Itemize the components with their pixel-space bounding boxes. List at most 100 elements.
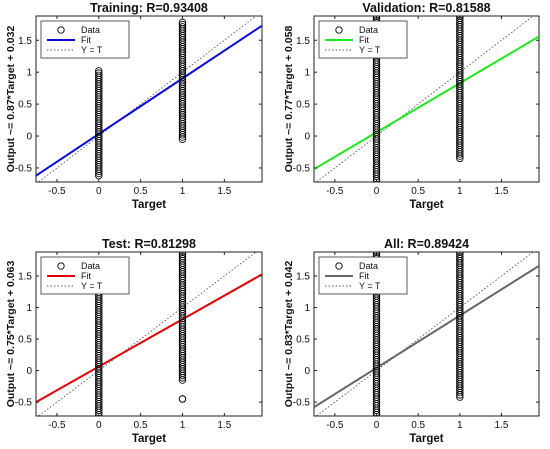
plot-content [36, 16, 262, 182]
legend-marker-data [335, 26, 343, 34]
legend-label: Data [81, 25, 100, 35]
x-tick-label: -0.5 [326, 186, 344, 197]
fit-line [36, 273, 262, 403]
chart-title: Test: R=0.81298 [102, 237, 196, 251]
y-tick-label: 0 [26, 366, 32, 377]
data-marker [456, 154, 464, 163]
x-tick-label: 1 [180, 186, 186, 197]
y-axis-label: Output ~= 0.77*Target + 0.058 [283, 26, 295, 173]
legend-label: Data [359, 261, 378, 271]
legend-label: Y = T [359, 281, 381, 291]
legend-label: Fit [359, 271, 369, 281]
x-axis-label: Target [132, 199, 166, 211]
x-tick-label: 1.5 [217, 420, 231, 431]
data-marker [178, 376, 187, 384]
fit-line [314, 264, 539, 409]
y-axis-label: Output ~= 0.83*Target + 0.042 [283, 261, 295, 408]
data-marker [456, 152, 464, 160]
x-tick-label: 0 [96, 186, 102, 197]
x-tick-label: 0.5 [411, 420, 425, 431]
x-axis-label: Target [409, 433, 443, 445]
plot-content [36, 252, 262, 416]
y-tick-label: 0.5 [296, 335, 310, 346]
panel-training: -0.5 0 0.5 1 1.5 -0.5 0 0.5 1 1.5 Training: R=0.93… [5, 1, 263, 211]
data-marker [372, 177, 381, 182]
x-tick-label: 0.5 [134, 420, 148, 431]
y-tick-label: 0 [304, 132, 310, 143]
legend-marker-data [335, 262, 343, 270]
identity-line [37, 252, 257, 416]
data-marker [95, 171, 103, 180]
data-marker [178, 131, 187, 139]
data-marker [178, 135, 187, 143]
x-tick-label: 0 [374, 420, 380, 431]
x-tick-label: 0 [374, 186, 380, 197]
data-marker [372, 411, 381, 416]
legend-marker-data [57, 262, 65, 270]
chart-title: Training: R=0.93408 [90, 1, 208, 15]
legend-label: Fit [359, 35, 369, 45]
x-tick-label: 1.5 [217, 186, 231, 197]
panel-all: -0.5 0 0.5 1 1.5 -0.5 0 0.5 1 1.5 All: R=0.89424 Ta… [283, 237, 540, 445]
y-tick-label: 1 [26, 303, 32, 314]
x-tick-label: -0.5 [48, 186, 66, 197]
y-tick-label: 1.5 [296, 36, 310, 47]
legend-label: Y = T [81, 45, 103, 55]
y-tick-label: -0.5 [15, 163, 33, 174]
y-tick-label: 0.5 [18, 335, 32, 346]
x-tick-label: 1 [180, 420, 186, 431]
x-tick-label: 0 [96, 420, 102, 431]
identity-line [315, 252, 534, 416]
x-tick-label: 1 [457, 420, 463, 431]
data-marker [178, 395, 187, 403]
y-tick-label: 1 [304, 303, 310, 314]
x-tick-label: 0.5 [134, 186, 148, 197]
legend-label: Y = T [359, 45, 381, 55]
panel-test: -0.5 0 0.5 1 1.5 -0.5 0 0.5 1 1.5 Test: R=0.81298 T… [5, 237, 263, 445]
fit-line [314, 35, 539, 171]
x-tick-label: 1.5 [495, 186, 509, 197]
fit-line [36, 24, 262, 177]
chart-title: All: R=0.89424 [384, 237, 469, 251]
data-marker [95, 169, 103, 178]
data-marker [178, 371, 187, 380]
y-tick-label: 1 [304, 68, 310, 79]
y-tick-label: 0 [304, 366, 310, 377]
data-marker [178, 133, 187, 141]
legend-label: Y = T [81, 281, 103, 291]
legend-label: Fit [81, 271, 91, 281]
y-tick-label: 1.5 [18, 36, 32, 47]
x-axis-label: Target [409, 199, 443, 211]
y-tick-label: -0.5 [15, 398, 33, 409]
y-tick-label: 0.5 [18, 100, 32, 111]
legend-marker-data [57, 26, 65, 34]
x-tick-label: -0.5 [48, 420, 66, 431]
panel-validation: -0.5 0 0.5 1 1.5 -0.5 0 0.5 1 1.5 Validation: R=0.… [283, 1, 540, 211]
data-marker [178, 374, 187, 382]
y-tick-label: -0.5 [293, 398, 311, 409]
x-tick-label: 1 [457, 186, 463, 197]
y-tick-label: 1.5 [296, 271, 310, 282]
y-tick-label: 0.5 [296, 100, 310, 111]
data-marker [456, 150, 464, 158]
legend-label: Fit [81, 35, 91, 45]
data-marker [456, 391, 464, 399]
y-tick-label: 1 [26, 68, 32, 79]
data-marker [95, 411, 103, 416]
x-tick-label: 0.5 [411, 186, 425, 197]
x-axis-label: Target [132, 433, 166, 445]
x-tick-label: -0.5 [326, 420, 344, 431]
legend-label: Data [359, 25, 378, 35]
data-marker [456, 388, 464, 397]
y-tick-label: 1.5 [18, 271, 32, 282]
y-axis-label: Output ~= 0.75*Target + 0.063 [5, 261, 17, 408]
chart-title: Validation: R=0.81588 [362, 1, 490, 15]
y-axis-label: Output ~= 0.87*Target + 0.032 [5, 26, 17, 173]
data-marker [456, 393, 464, 401]
legend-label: Data [81, 261, 100, 271]
